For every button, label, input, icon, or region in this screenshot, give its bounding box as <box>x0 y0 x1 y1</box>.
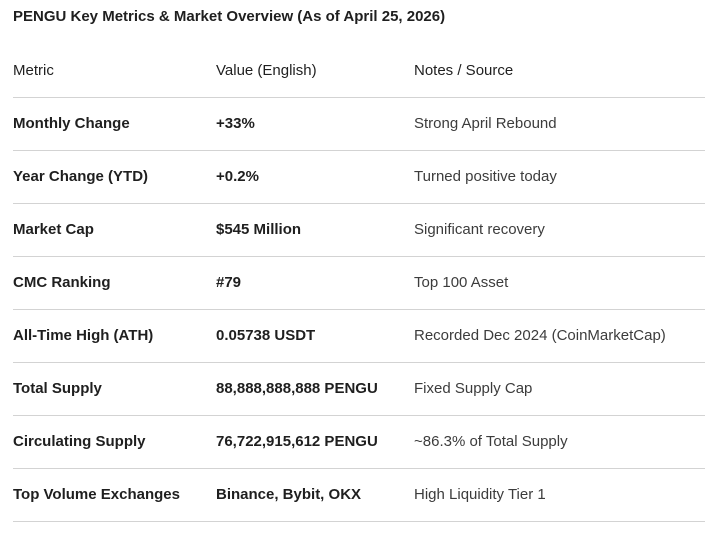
value-cell: 0.05738 USDT <box>216 309 414 363</box>
column-header-value: Value (English) <box>216 45 414 98</box>
page-title: PENGU Key Metrics & Market Overview (As … <box>13 8 446 25</box>
notes-cell: Top 100 Asset <box>414 256 705 310</box>
table-row: Total Supply 88,888,888,888 PENGU Fixed … <box>13 362 705 416</box>
notes-cell: Significant recovery <box>414 203 705 257</box>
metric-cell: Total Supply <box>13 362 216 416</box>
metric-cell: Monthly Change <box>13 97 216 151</box>
table-row: Market Cap $545 Million Significant reco… <box>13 203 705 257</box>
metric-cell: Circulating Supply <box>13 415 216 469</box>
column-header-metric: Metric <box>13 45 216 98</box>
value-cell: Binance, Bybit, OKX <box>216 468 414 522</box>
value-cell: +0.2% <box>216 150 414 204</box>
notes-cell: High Liquidity Tier 1 <box>414 468 705 522</box>
notes-cell: ~86.3% of Total Supply <box>414 415 705 469</box>
table-row: Monthly Change +33% Strong April Rebound <box>13 97 705 151</box>
notes-cell: Fixed Supply Cap <box>414 362 705 416</box>
metric-cell: All-Time High (ATH) <box>13 309 216 363</box>
value-cell: #79 <box>216 256 414 310</box>
table-row: Circulating Supply 76,722,915,612 PENGU … <box>13 415 705 469</box>
table-row: Year Change (YTD) +0.2% Turned positive … <box>13 150 705 204</box>
notes-cell: Recorded Dec 2024 (CoinMarketCap) <box>414 309 705 363</box>
metric-cell: Top Volume Exchanges <box>13 468 216 522</box>
table-row: All-Time High (ATH) 0.05738 USDT Recorde… <box>13 309 705 363</box>
metric-cell: CMC Ranking <box>13 256 216 310</box>
table-header-row: Metric Value (English) Notes / Source <box>13 45 705 98</box>
notes-cell: Strong April Rebound <box>414 97 705 151</box>
metric-cell: Market Cap <box>13 203 216 257</box>
value-cell: 88,888,888,888 PENGU <box>216 362 414 416</box>
notes-cell: Turned positive today <box>414 150 705 204</box>
column-header-notes: Notes / Source <box>414 45 705 98</box>
metric-cell: Year Change (YTD) <box>13 150 216 204</box>
metrics-table: Metric Value (English) Notes / Source Mo… <box>13 45 705 522</box>
value-cell: +33% <box>216 97 414 151</box>
value-cell: 76,722,915,612 PENGU <box>216 415 414 469</box>
table-row: CMC Ranking #79 Top 100 Asset <box>13 256 705 310</box>
table-row: Top Volume Exchanges Binance, Bybit, OKX… <box>13 468 705 522</box>
value-cell: $545 Million <box>216 203 414 257</box>
